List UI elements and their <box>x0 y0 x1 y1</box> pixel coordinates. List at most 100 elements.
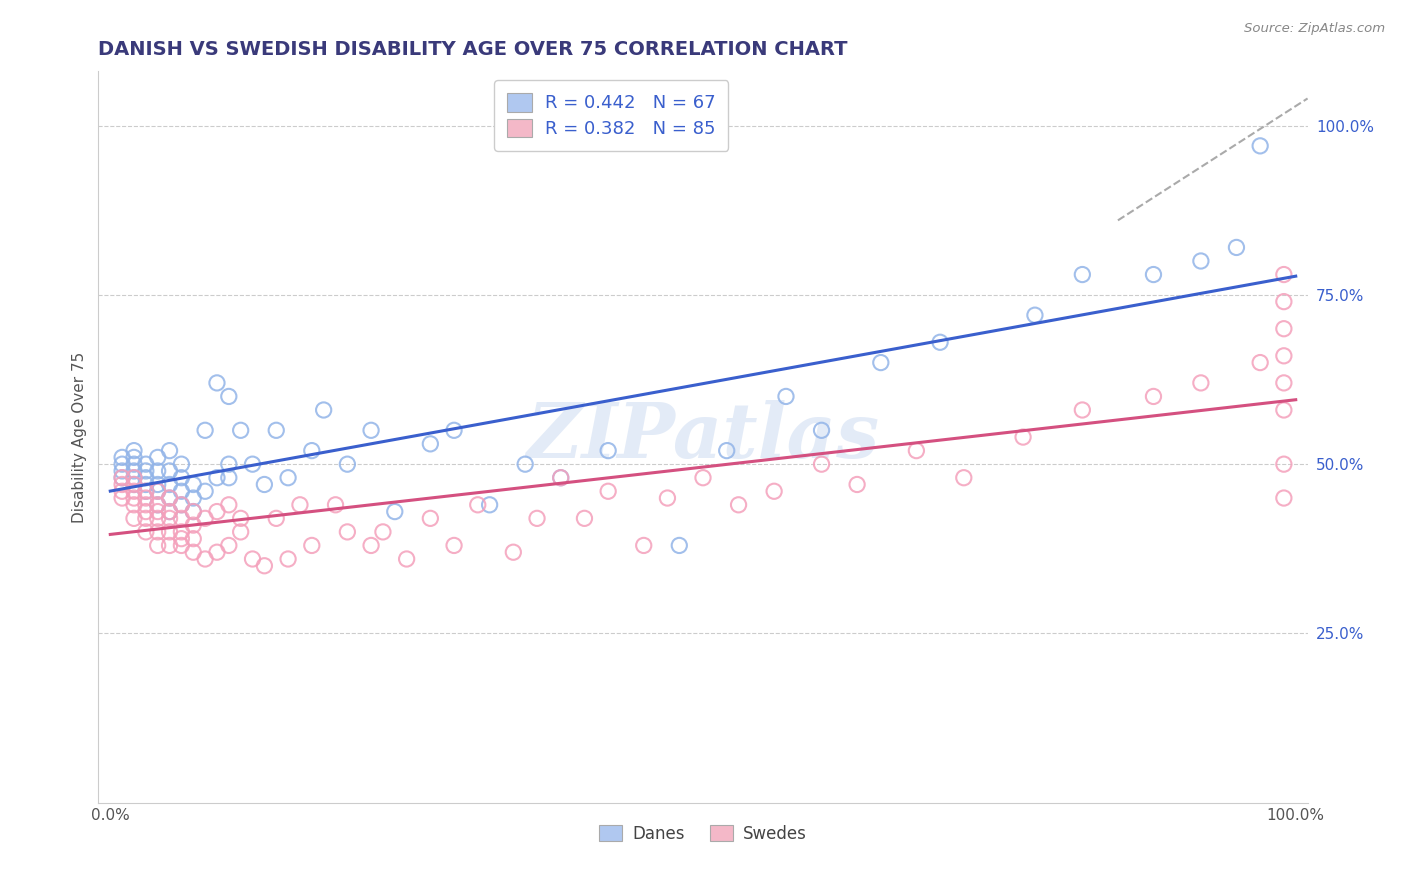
Point <box>170 498 193 512</box>
Point <box>194 511 217 525</box>
Point <box>502 545 524 559</box>
Point <box>336 524 359 539</box>
Point <box>111 471 134 485</box>
Point <box>218 471 240 485</box>
Point <box>218 498 240 512</box>
Point <box>242 552 264 566</box>
Text: ZIPatlas: ZIPatlas <box>526 401 880 474</box>
Point <box>325 498 347 512</box>
Point <box>159 524 181 539</box>
Point <box>170 471 193 485</box>
Point <box>159 491 181 505</box>
Point <box>135 491 157 505</box>
Point <box>146 498 169 512</box>
Point <box>170 457 193 471</box>
Point <box>170 511 193 525</box>
Point <box>1071 403 1094 417</box>
Point <box>146 524 169 539</box>
Point <box>135 471 157 485</box>
Point <box>395 552 418 566</box>
Point <box>159 511 181 525</box>
Point <box>146 511 169 525</box>
Point <box>146 477 169 491</box>
Point <box>181 477 204 491</box>
Point <box>135 477 157 491</box>
Point <box>181 545 204 559</box>
Point <box>205 376 228 390</box>
Point <box>135 484 157 499</box>
Point <box>170 532 193 546</box>
Point <box>1249 355 1271 369</box>
Point <box>264 423 287 437</box>
Point <box>1142 389 1164 403</box>
Point <box>135 464 157 478</box>
Point <box>135 524 157 539</box>
Point <box>111 471 134 485</box>
Point <box>846 477 869 491</box>
Text: DANISH VS SWEDISH DISABILITY AGE OVER 75 CORRELATION CHART: DANISH VS SWEDISH DISABILITY AGE OVER 75… <box>98 39 848 59</box>
Point <box>574 511 596 525</box>
Point <box>242 457 264 471</box>
Point <box>1189 254 1212 268</box>
Point <box>1272 294 1295 309</box>
Point <box>312 403 335 417</box>
Point <box>146 484 169 499</box>
Point <box>135 505 157 519</box>
Point <box>467 498 489 512</box>
Point <box>159 464 181 478</box>
Point <box>146 538 169 552</box>
Point <box>170 524 193 539</box>
Point <box>122 471 145 485</box>
Point <box>146 505 169 519</box>
Point <box>419 437 441 451</box>
Point <box>159 505 181 519</box>
Point <box>181 505 204 519</box>
Point <box>111 464 134 478</box>
Point <box>526 511 548 525</box>
Point <box>122 484 145 499</box>
Point <box>1071 268 1094 282</box>
Point <box>1142 268 1164 282</box>
Point <box>111 491 134 505</box>
Point <box>775 389 797 403</box>
Point <box>550 471 572 485</box>
Point <box>122 464 145 478</box>
Point <box>194 552 217 566</box>
Point <box>218 389 240 403</box>
Y-axis label: Disability Age Over 75: Disability Age Over 75 <box>72 351 87 523</box>
Point <box>205 545 228 559</box>
Point <box>288 498 311 512</box>
Point <box>384 505 406 519</box>
Point <box>952 471 974 485</box>
Point <box>598 443 620 458</box>
Point <box>159 443 181 458</box>
Point <box>135 511 157 525</box>
Point <box>727 498 749 512</box>
Point <box>716 443 738 458</box>
Point <box>1272 491 1295 505</box>
Point <box>159 477 181 491</box>
Point <box>336 457 359 471</box>
Point <box>122 450 145 465</box>
Point <box>657 491 679 505</box>
Point <box>111 477 134 491</box>
Point <box>277 552 299 566</box>
Point <box>111 450 134 465</box>
Point <box>360 423 382 437</box>
Point <box>229 524 252 539</box>
Point <box>1249 139 1271 153</box>
Point <box>810 457 832 471</box>
Point <box>229 423 252 437</box>
Point <box>301 443 323 458</box>
Point <box>122 457 145 471</box>
Point <box>1272 376 1295 390</box>
Point <box>205 471 228 485</box>
Point <box>229 511 252 525</box>
Point <box>929 335 952 350</box>
Point <box>181 518 204 533</box>
Point <box>170 498 193 512</box>
Point <box>111 484 134 499</box>
Point <box>205 505 228 519</box>
Point <box>159 491 181 505</box>
Point <box>181 505 204 519</box>
